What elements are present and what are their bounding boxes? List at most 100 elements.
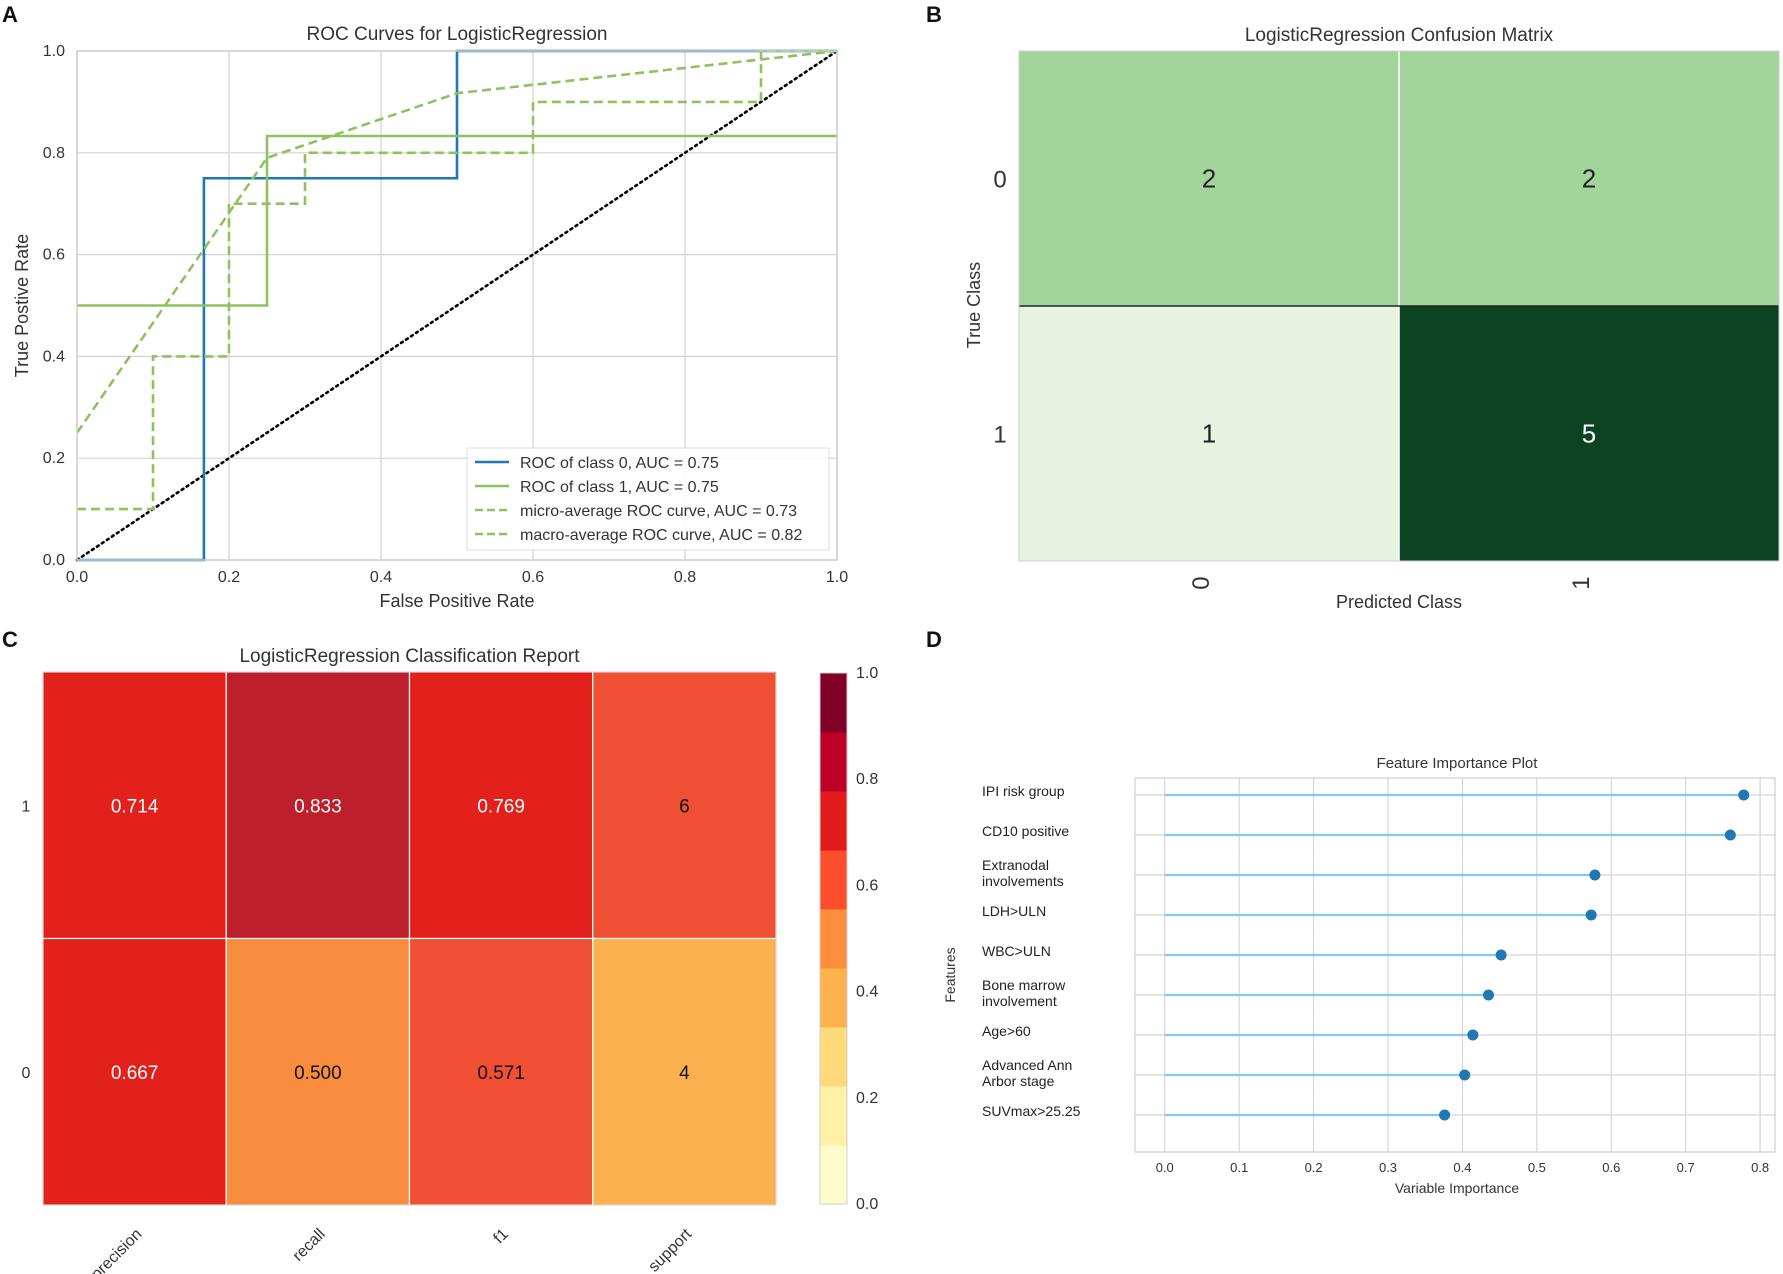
panel-label-b: B [926,2,942,27]
roc-x-tick-label: 0.2 [218,569,240,586]
fi-plot-area [1135,778,1775,1152]
cr-colorbar-segment [820,850,847,910]
roc-x-tick-label: 0.8 [674,569,696,586]
fi-x-tick-label: 0.6 [1602,1160,1620,1175]
cr-cell-value: 6 [679,796,690,817]
classification-report-chart: 0.714 0.833 0.769 6 0.667 0.500 0.571 4 1 0 precis… [22,646,879,1274]
cr-cell [42,671,227,940]
fi-plot-frame [1134,777,1776,1153]
fi-dot [1459,1069,1471,1081]
fi-dot [1467,1029,1479,1041]
cr-colorbar-segment [820,909,847,969]
fi-dot [1738,789,1750,801]
fi-y-axis-label: Features [942,947,958,1002]
roc-legend-label-2: micro-average ROC curve, AUC = 0.73 [520,503,797,520]
cr-cell [408,671,594,940]
cr-colorbar-tick-label: 0.2 [856,1090,878,1107]
fi-feature-label: SUVmax>25.25 [982,1103,1081,1119]
fi-feature-label: Age>60 [982,1023,1031,1039]
cr-colorbar-tick-label: 1.0 [856,665,878,682]
roc-chart: 0.0 0.2 0.4 0.6 0.8 1.0 0.0 0.2 0.4 0.6 0.8 1.0 ROC … [12,24,848,611]
roc-legend-label-3: macro-average ROC curve, AUC = 0.82 [520,527,802,544]
fi-feature-label: Arbor stage [982,1073,1055,1089]
fi-x-tick-label: 0.5 [1528,1160,1546,1175]
roc-x-tick-label: 0.6 [522,569,544,586]
roc-legend-label-1: ROC of class 1, AUC = 0.75 [520,479,719,496]
cm-cell [1019,306,1399,561]
fi-feature-label: involvement [982,993,1057,1009]
cm-col-label: 1 [1568,576,1595,589]
fi-x-tick-label: 0.1 [1230,1160,1248,1175]
roc-y-tick-label: 0.0 [43,552,65,569]
cm-cell [1019,51,1399,306]
fi-feature-label: CD10 positive [982,823,1069,839]
roc-series-line-2 [77,49,837,511]
cm-row-label: 0 [993,167,1006,194]
fi-x-tick-label: 0.3 [1379,1160,1397,1175]
roc-series-line-1 [77,134,837,307]
roc-plot-frame [76,50,838,561]
fi-x-tick-label: 0.4 [1453,1160,1471,1175]
cr-cell [225,671,411,940]
cm-col-label: 0 [1188,576,1215,589]
fi-feature-label: Advanced Ann [982,1057,1072,1073]
cr-colorbar-tick-label: 0.6 [856,877,878,894]
roc-y-tick-label: 0.4 [43,348,65,365]
cm-cell-value: 2 [1202,164,1216,194]
cr-col-label: recall [290,1226,329,1265]
roc-y-tick-label: 0.2 [43,450,65,467]
cr-title: LogisticRegression Classification Report [239,646,580,667]
cm-x-axis-label: Predicted Class [1336,592,1462,612]
cr-colorbar-frame [819,672,848,1205]
cm-cell-value: 2 [1582,164,1596,194]
cr-colorbar-tick-label: 0.4 [856,984,878,1001]
cr-cell-value: 0.667 [111,1063,159,1084]
cr-colorbar-tick-label: 0.8 [856,771,878,788]
cr-cell-value: 0.571 [477,1063,525,1084]
fi-x-tick-label: 0.8 [1751,1160,1769,1175]
fi-x-tick-label: 0.2 [1305,1160,1323,1175]
fi-x-axis-label: Variable Importance [1395,1180,1519,1196]
fi-feature-label: IPI risk group [982,783,1065,799]
cr-colorbar-segment [820,1027,847,1087]
cm-title: LogisticRegression Confusion Matrix [1245,25,1554,46]
fi-feature-label: Bone marrow [982,977,1066,993]
fi-feature-label: LDH>ULN [982,903,1046,919]
roc-y-tick-label: 0.6 [43,247,65,264]
fi-x-tick-label: 0.0 [1156,1160,1174,1175]
cr-colorbar-segment [820,732,847,792]
cr-cell [408,937,594,1206]
roc-legend-box [466,447,830,551]
roc-y-tick-label: 0.8 [43,145,65,162]
fi-feature-label: Extranodal [982,857,1049,873]
roc-x-tick-label: 1.0 [826,569,848,586]
cr-frame [42,671,777,1206]
cr-colorbar-segment [820,673,847,733]
fi-dot [1495,949,1507,961]
roc-x-axis-label: False Positive Rate [379,591,534,611]
fi-feature-label: WBC>ULN [982,943,1051,959]
roc-series-line-3 [75,49,838,434]
fi-dot [1482,989,1494,1001]
roc-y-tick-label: 1.0 [43,43,65,60]
cr-cell [42,937,227,1206]
cr-cell [592,937,777,1206]
cr-cell-value: 0.833 [294,796,342,817]
cr-cell [225,937,411,1206]
roc-legend-label-0: ROC of class 0, AUC = 0.75 [520,455,719,472]
confusion-matrix-chart: 2 2 1 5 0 1 0 1 LogisticRegression Confusion Mat… [964,25,1780,612]
roc-title: ROC Curves for LogisticRegression [307,24,608,45]
cr-colorbar-tick-label: 0.0 [856,1196,878,1213]
feature-importance-chart: 0.0 0.1 0.2 0.3 0.4 0.5 0.6 0.7 0.8 IPI risk grou… [942,755,1776,1196]
cm-cell [1399,51,1779,306]
roc-x-tick-label: 0.4 [370,569,392,586]
cm-row-label: 1 [993,422,1006,449]
cm-cell-value: 5 [1582,419,1596,449]
panel-label-c: C [2,627,18,652]
cr-row-label: 0 [22,1065,31,1082]
cm-cell-value: 1 [1202,419,1216,449]
cr-colorbar-segment [820,1086,847,1146]
roc-y-axis-label: True Postive Rate [12,234,32,377]
cr-cell-value: 0.769 [477,796,525,817]
